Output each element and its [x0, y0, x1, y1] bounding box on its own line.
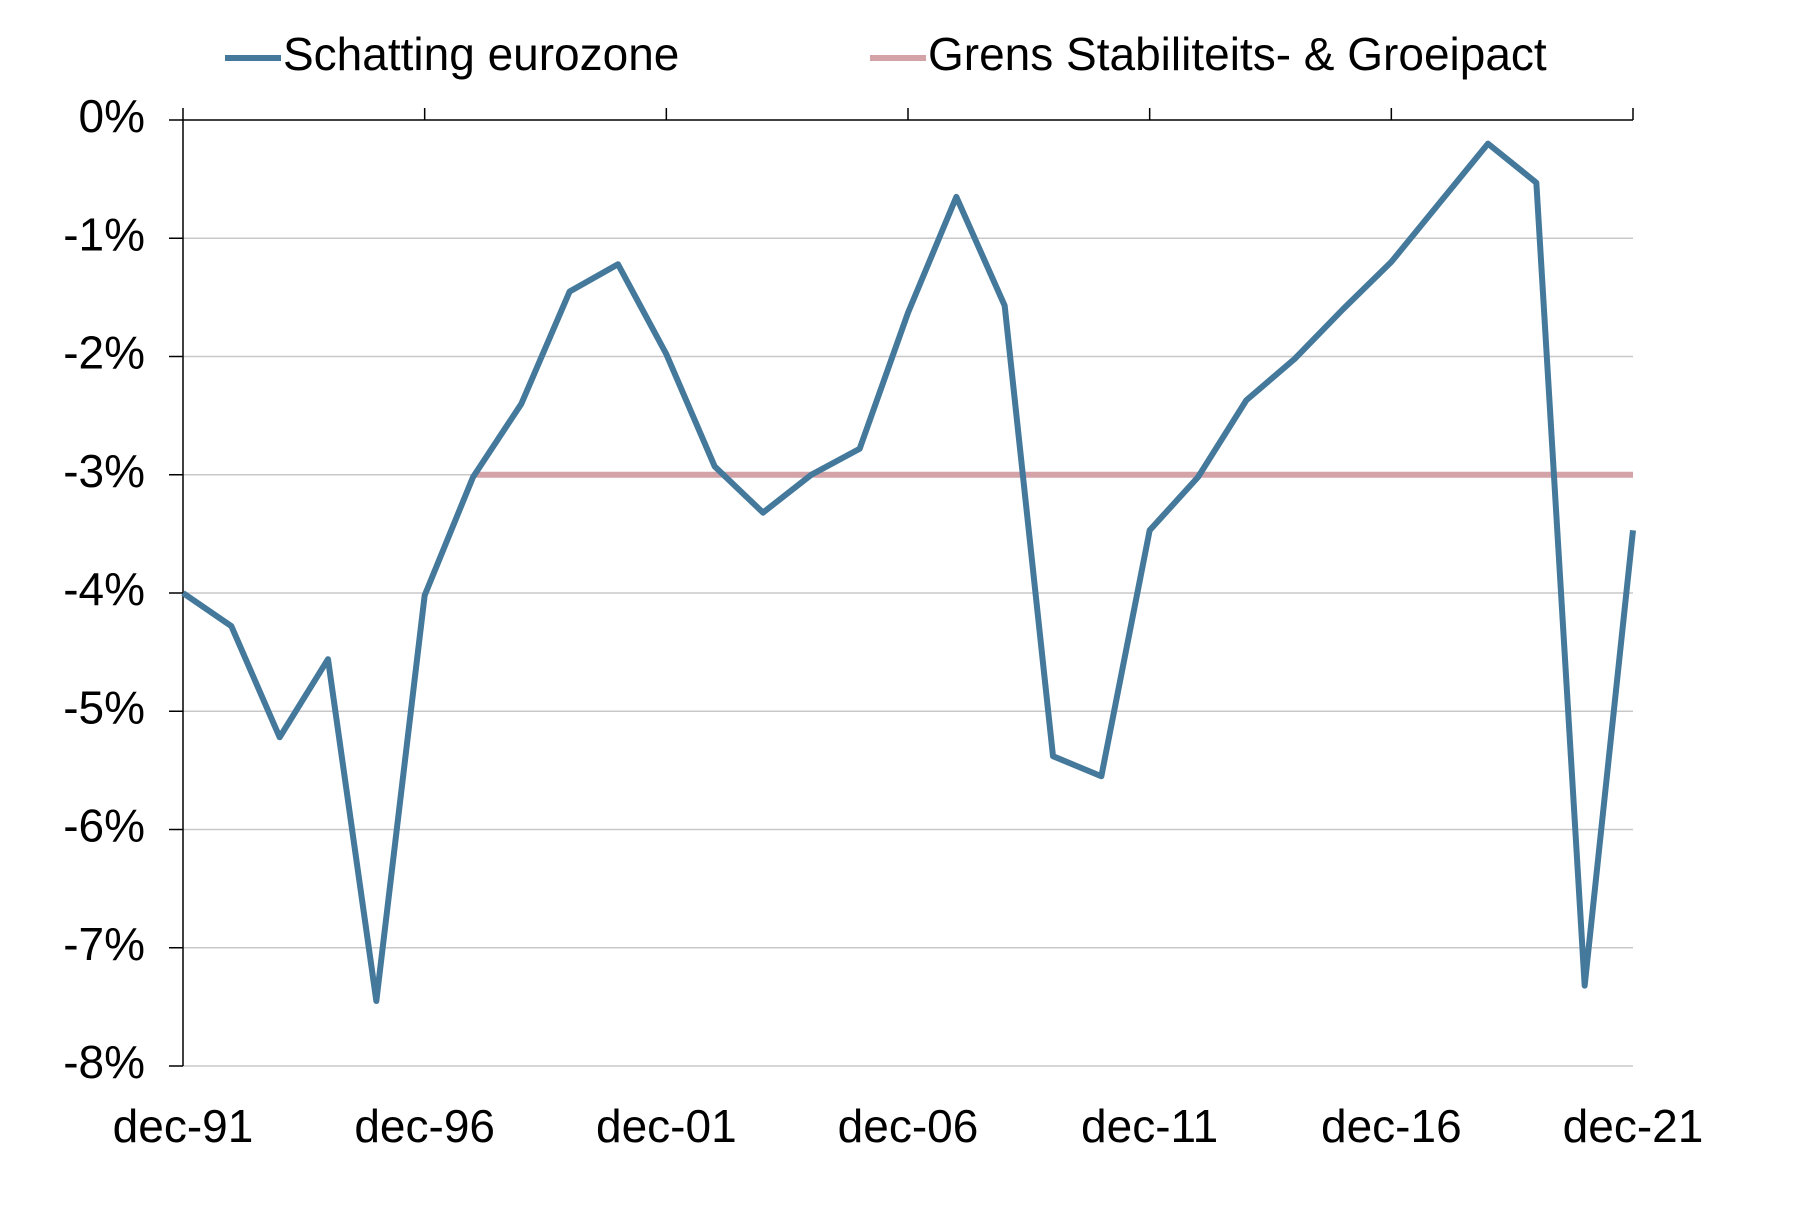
x-tick-label: dec-16	[1321, 1100, 1462, 1152]
y-tick-label: -3%	[63, 445, 145, 497]
x-tick-label: dec-21	[1563, 1100, 1704, 1152]
y-tick-label: -1%	[63, 208, 145, 260]
series-line	[181, 140, 1636, 1004]
y-tick-label: -7%	[63, 918, 145, 970]
y-tick-label: 0%	[79, 90, 145, 142]
x-tick-label: dec-01	[596, 1100, 737, 1152]
x-tick-label: dec-06	[838, 1100, 979, 1152]
y-tick-label: -2%	[63, 327, 145, 379]
x-tick-label: dec-96	[354, 1100, 495, 1152]
y-tick-label: -8%	[63, 1036, 145, 1088]
legend-label: Schatting eurozone	[283, 28, 679, 80]
x-tick-label: dec-11	[1081, 1100, 1218, 1152]
y-tick-label: -6%	[63, 800, 145, 852]
legend-label: Grens Stabiliteits- & Groeipact	[928, 28, 1547, 80]
x-tick-label: dec-91	[113, 1100, 254, 1152]
y-tick-label: -5%	[63, 681, 145, 733]
y-tick-label: -4%	[63, 563, 145, 615]
